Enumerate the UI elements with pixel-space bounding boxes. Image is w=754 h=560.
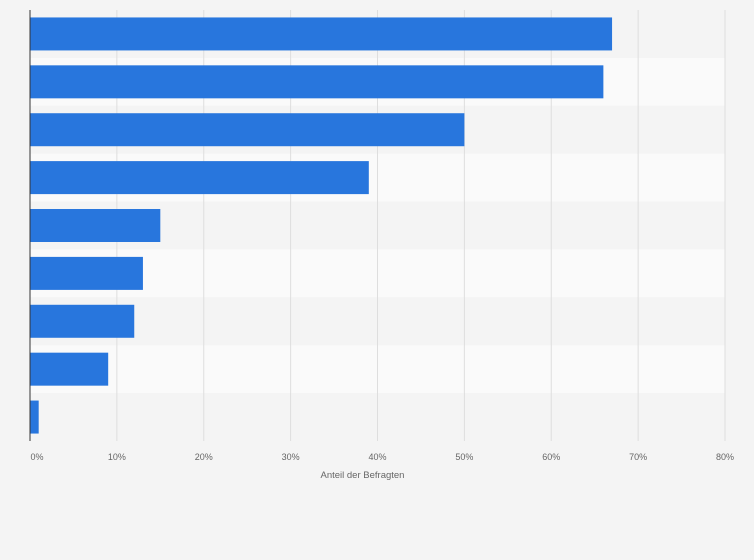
bar: [30, 304, 135, 338]
bars: [30, 17, 613, 434]
bar: [30, 17, 613, 51]
x-tick-label: 70%: [629, 452, 647, 462]
bar: [30, 113, 465, 147]
x-tick-label: 0%: [30, 452, 43, 462]
x-tick-label: 40%: [368, 452, 386, 462]
x-axis-title: Anteil der Befragten: [321, 470, 405, 481]
x-tick-label: 10%: [108, 452, 126, 462]
x-tick-label: 20%: [195, 452, 213, 462]
bar: [30, 209, 161, 242]
bar: [30, 352, 109, 386]
bar: [30, 256, 143, 290]
x-tick-label: 50%: [455, 452, 473, 462]
x-tick-label: 60%: [542, 452, 560, 462]
x-tick-labels: 0% 10% 20% 30% 40% 50% 60% 70% 80%: [30, 452, 734, 462]
bar: [30, 65, 604, 99]
x-tick-label: 30%: [282, 452, 300, 462]
bar: [30, 161, 369, 195]
bar: [30, 400, 39, 434]
x-tick-label: 80%: [716, 452, 734, 462]
